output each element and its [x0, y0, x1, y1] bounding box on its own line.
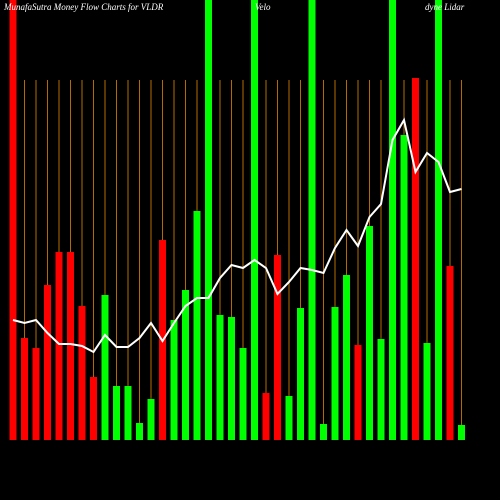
bar [44, 285, 51, 440]
bar [412, 78, 419, 440]
bar [170, 320, 178, 440]
bar [423, 343, 431, 440]
bar [67, 252, 74, 440]
bar [124, 386, 132, 440]
chart-title: dyne Lidar [425, 2, 465, 12]
bar [239, 348, 247, 440]
bar [343, 275, 350, 440]
bar [21, 338, 28, 440]
bar [366, 226, 373, 440]
bar [55, 252, 63, 440]
bar [101, 295, 109, 440]
bar [354, 345, 362, 440]
bar [147, 399, 155, 440]
bar [435, 0, 442, 440]
bar [90, 377, 97, 440]
price-line [12, 117, 462, 354]
bar [193, 211, 201, 440]
bar [182, 290, 189, 440]
bar [251, 0, 258, 440]
bar [136, 423, 143, 440]
bar [331, 307, 339, 440]
bar [205, 0, 212, 440]
bar [9, 0, 17, 440]
bar [262, 393, 270, 440]
bar [113, 386, 120, 440]
bar [308, 0, 316, 440]
bar [377, 339, 385, 440]
chart-title: Velo [255, 2, 271, 12]
bar [400, 135, 408, 440]
bar [285, 396, 293, 440]
bar [78, 306, 86, 440]
bar [389, 0, 396, 440]
chart-title: MunafaSutra Money Flow Charts for VLDR [3, 2, 164, 12]
bar [320, 424, 327, 440]
bar [446, 266, 454, 440]
bar [274, 255, 281, 440]
bar [458, 425, 465, 440]
bar [32, 348, 40, 440]
bar [297, 308, 304, 440]
bar [216, 315, 224, 440]
bar [228, 317, 235, 440]
